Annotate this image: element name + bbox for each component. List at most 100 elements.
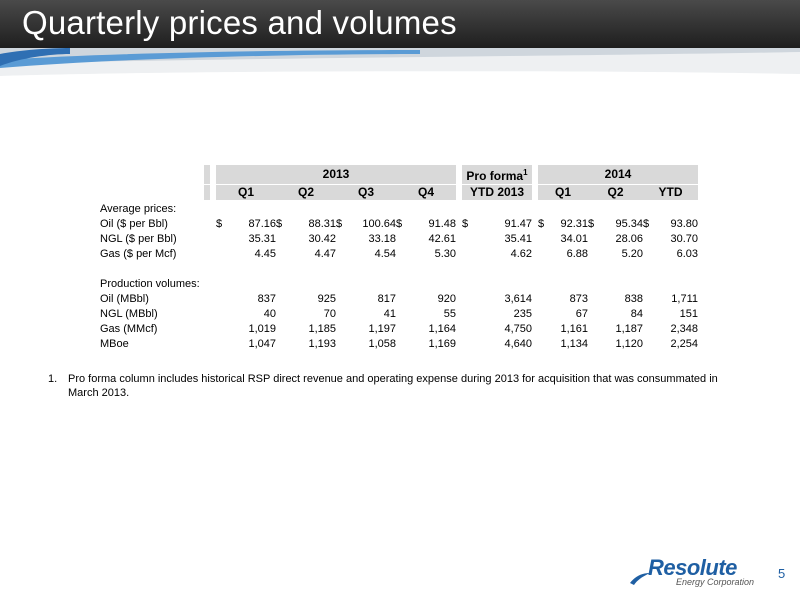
row-label: NGL (MBbl) — [100, 308, 158, 320]
col-header-q1-2013: Q1 — [216, 184, 276, 200]
table-cell: 2,254 — [670, 338, 698, 350]
footnote: 1. Pro forma column includes historical … — [48, 372, 738, 400]
col-header-ytd-2014: YTD — [643, 184, 698, 200]
row-label: MBoe — [100, 338, 129, 350]
table-row: NGL (MBbl) 40 70 41 55 235 67 84 151 — [100, 307, 698, 322]
table-cell: 1,164 — [428, 323, 456, 335]
table-cell: 1,185 — [308, 323, 336, 335]
table-cell: 30.42 — [308, 233, 336, 245]
table-cell: 4.45 — [254, 248, 276, 260]
currency-symbol — [216, 292, 226, 307]
footnote-text: Pro forma column includes historical RSP… — [68, 373, 718, 399]
currency-symbol — [588, 292, 598, 307]
row-label: Gas ($ per Mcf) — [100, 248, 177, 260]
currency-symbol — [643, 322, 653, 337]
table-cell: 35.31 — [248, 233, 276, 245]
currency-symbol: $ — [538, 218, 545, 230]
col-header-q2-2013: Q2 — [276, 184, 336, 200]
section-label — [100, 262, 216, 277]
table-cell: 87.16 — [248, 218, 276, 230]
table-cell: 1,134 — [560, 338, 588, 350]
currency-symbol — [538, 247, 548, 262]
currency-symbol — [336, 292, 346, 307]
col-header-q1-2014: Q1 — [538, 184, 588, 200]
currency-symbol — [462, 337, 472, 352]
table-cell: 41 — [383, 308, 396, 320]
table-cell: 873 — [569, 293, 588, 305]
table-cell: 1,120 — [615, 338, 643, 350]
pro-forma-label: Pro forma — [466, 169, 524, 183]
table-cell: 838 — [624, 293, 643, 305]
currency-symbol — [643, 247, 653, 262]
currency-symbol — [336, 247, 346, 262]
row-label: Oil (MBbl) — [100, 293, 149, 305]
col-header-q4-2013: Q4 — [396, 184, 456, 200]
table-cell: 1,161 — [560, 323, 588, 335]
currency-symbol — [588, 307, 598, 322]
table-cell: 4,750 — [504, 323, 532, 335]
table-cell: 4,640 — [504, 338, 532, 350]
currency-symbol — [588, 232, 598, 247]
spacer-row — [100, 262, 698, 277]
table-row: Oil (MBbl) 837 925 817 920 3,614 873 838 1,711 — [100, 292, 698, 307]
table-cell: 91.48 — [428, 218, 456, 230]
currency-symbol — [396, 247, 406, 262]
row-label: Gas (MMcf) — [100, 323, 158, 335]
currency-symbol — [462, 232, 472, 247]
table-cell: 4.62 — [510, 248, 532, 260]
currency-symbol — [396, 232, 406, 247]
table-cell: 5.30 — [434, 248, 456, 260]
currency-symbol — [588, 247, 598, 262]
currency-symbol — [396, 292, 406, 307]
currency-symbol — [538, 292, 548, 307]
table-cell: 55 — [443, 308, 456, 320]
currency-symbol — [462, 292, 472, 307]
table-cell: 1,193 — [308, 338, 336, 350]
currency-symbol — [462, 322, 472, 337]
currency-symbol — [276, 322, 286, 337]
section-header-row: Production volumes: — [100, 277, 698, 292]
table-cell: 4.54 — [374, 248, 396, 260]
page-title: Quarterly prices and volumes — [22, 4, 457, 41]
table-cell: 70 — [323, 308, 336, 320]
group-header-pro-forma: Pro forma1 — [462, 165, 532, 185]
table-cell: 5.20 — [621, 248, 643, 260]
table-cell: 93.80 — [670, 218, 698, 230]
currency-symbol: $ — [462, 218, 469, 230]
col-header-ytd-2013: YTD 2013 — [462, 184, 532, 200]
logo-tagline: Energy Corporation — [676, 577, 755, 587]
currency-symbol — [216, 322, 226, 337]
currency-symbol — [216, 232, 226, 247]
table-cell: 84 — [630, 308, 643, 320]
col-header-q2-2014: Q2 — [588, 184, 643, 200]
group-header-2014: 2014 — [538, 165, 698, 185]
table-cell: 235 — [513, 308, 532, 320]
table-cell: 817 — [377, 293, 396, 305]
table-row: MBoe 1,047 1,193 1,058 1,169 4,640 1,134 1,120 2… — [100, 337, 698, 352]
table-row: Gas (MMcf) 1,019 1,185 1,197 1,164 4,750 1,161… — [100, 322, 698, 337]
table-cell: 6.03 — [676, 248, 698, 260]
table-cell: 1,058 — [368, 338, 396, 350]
table-cell: 4.47 — [314, 248, 336, 260]
section-label: Production volumes: — [100, 278, 200, 290]
group-header-row: 2013 Pro forma1 2014 — [100, 165, 698, 185]
table-cell: 67 — [575, 308, 588, 320]
currency-symbol — [588, 337, 598, 352]
logo-wordmark: Resolute — [648, 555, 737, 580]
currency-symbol: $ — [588, 218, 595, 230]
table-cell: 33.18 — [368, 233, 396, 245]
currency-symbol: $ — [216, 218, 223, 230]
table-cell: 1,019 — [248, 323, 276, 335]
table-cell: 1,711 — [671, 293, 698, 305]
section-label: Average prices: — [100, 203, 177, 215]
currency-symbol — [538, 307, 548, 322]
table-cell: 3,614 — [504, 293, 532, 305]
currency-symbol — [643, 292, 653, 307]
table-cell: 95.34 — [615, 218, 643, 230]
table-cell: 1,197 — [368, 323, 396, 335]
company-logo: Resolute Energy Corporation — [630, 555, 780, 591]
page-number: 5 — [778, 566, 786, 581]
table-cell: 920 — [437, 293, 456, 305]
table-cell: 2,348 — [670, 323, 698, 335]
currency-symbol — [276, 337, 286, 352]
